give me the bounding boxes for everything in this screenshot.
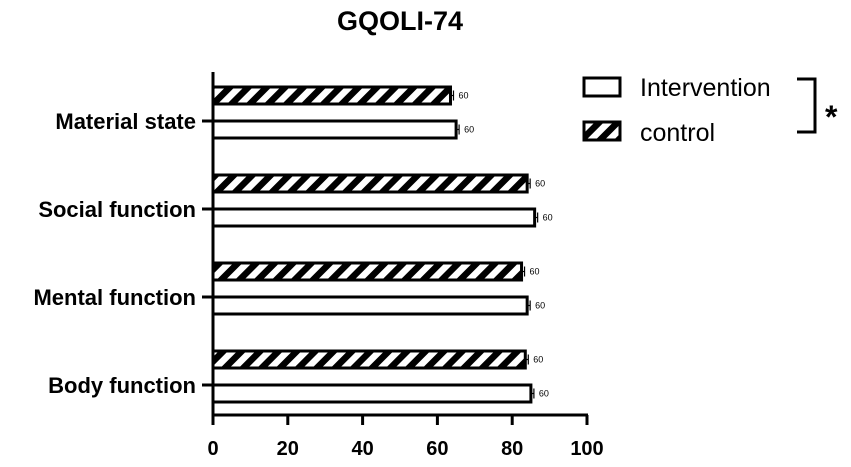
x-tick-label-20: 20 [277, 438, 299, 460]
bar-intervention-social-function [211, 207, 537, 228]
significance-star: * [825, 99, 838, 135]
category-label-mental-function: Mental function [33, 285, 196, 310]
legend: Intervention control [582, 74, 771, 147]
legend-label-intervention: Intervention [640, 74, 771, 102]
category-label-social-function: Social function [38, 197, 196, 222]
bar-control-body-function [211, 349, 527, 370]
chart-title: GQOLI-74 [337, 6, 463, 36]
x-ticks: 0 20 40 60 80 100 [207, 415, 604, 460]
category-label-body-function: Body function [48, 373, 196, 398]
x-tick-label-40: 40 [351, 438, 373, 460]
significance-bracket [797, 77, 817, 134]
bar-intervention-body-function [211, 383, 533, 404]
x-tick-label-80: 80 [501, 438, 523, 460]
bar-control-social-function [211, 173, 529, 194]
legend-swatch-control [582, 120, 622, 142]
x-tick-label-60: 60 [426, 438, 448, 460]
data-label-intervention-material-state: 60 [464, 125, 474, 135]
data-label-control-social-function: 60 [535, 179, 545, 189]
bar-control-material-state [211, 85, 452, 106]
data-label-control-material-state: 60 [458, 91, 468, 101]
x-tick-label-0: 0 [207, 438, 218, 460]
plot-area: 60 60 60 60 60 60 60 60 [211, 85, 553, 404]
x-tick-label-100: 100 [570, 438, 603, 460]
category-label-material-state: Material state [55, 109, 196, 134]
bar-control-mental-function [211, 261, 524, 282]
y-categories: Material state Social function Mental func… [33, 109, 213, 398]
legend-swatch-intervention [582, 76, 622, 98]
data-label-control-body-function: 60 [533, 355, 543, 365]
data-label-intervention-mental-function: 60 [535, 301, 545, 311]
bar-intervention-material-state [211, 119, 458, 140]
legend-label-control: control [640, 119, 715, 147]
data-label-intervention-social-function: 60 [543, 213, 553, 223]
bar-intervention-mental-function [211, 295, 529, 316]
data-label-intervention-body-function: 60 [539, 389, 549, 399]
data-label-control-mental-function: 60 [530, 267, 540, 277]
